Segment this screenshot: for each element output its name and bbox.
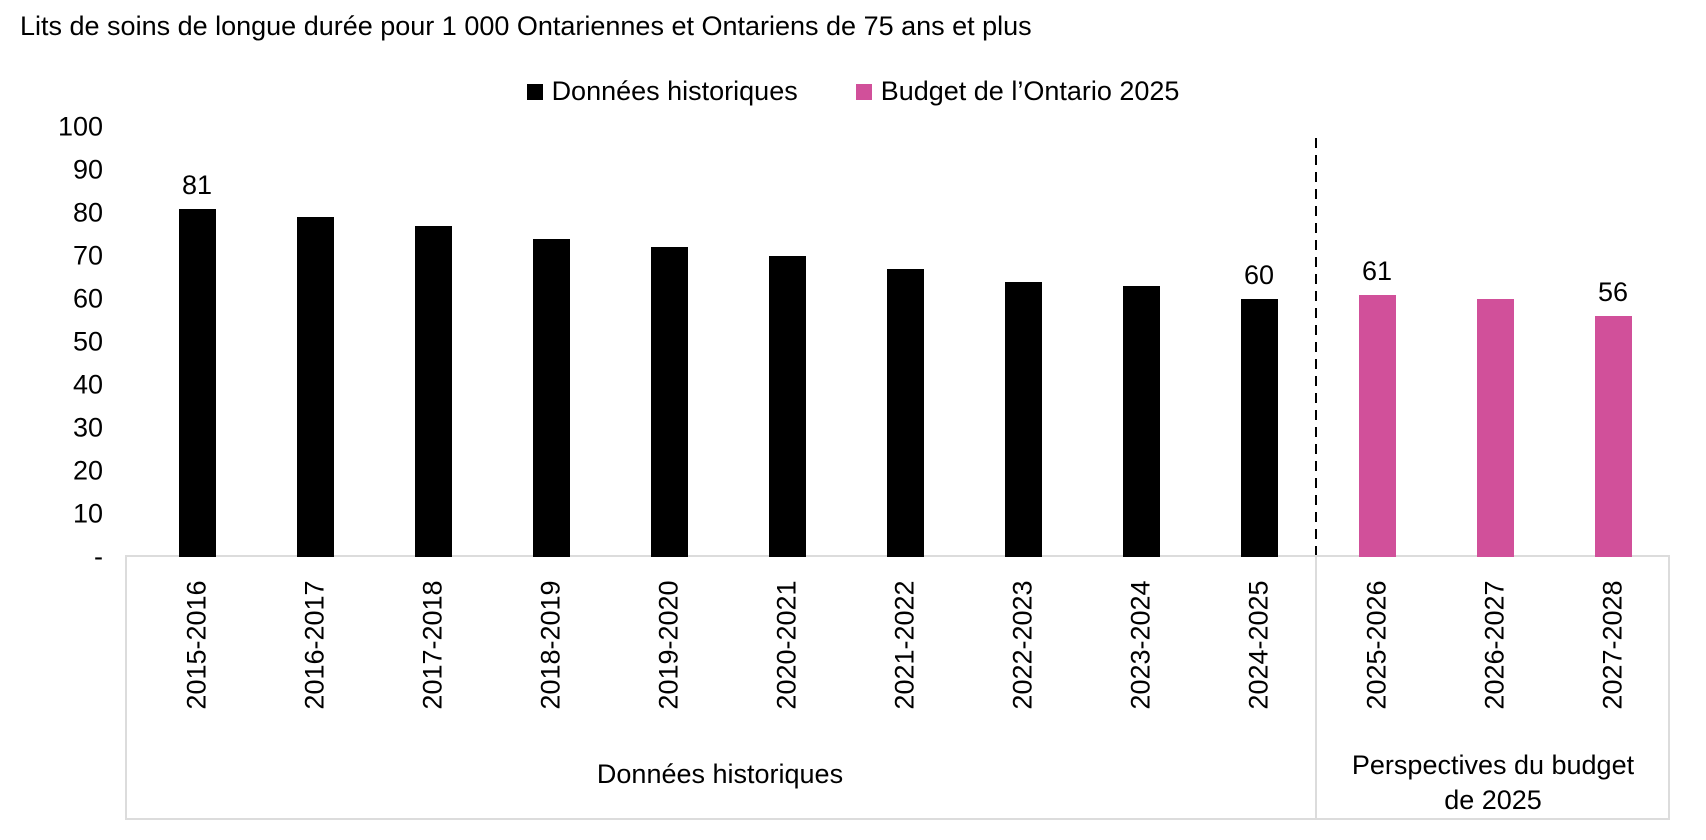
- bar-2021-2022: [886, 269, 924, 557]
- bar-2023-2024: [1122, 286, 1160, 557]
- y-axis-tick-label: 30: [72, 412, 103, 443]
- y-axis-tick-label: 70: [72, 240, 103, 271]
- bar-2024-2025: [1240, 299, 1278, 557]
- x-axis-group-label-budget-outlook: Perspectives du budget de 2025: [1351, 750, 1635, 816]
- bar-2022-2023: [1004, 282, 1042, 557]
- bar-2025-2026: [1358, 295, 1396, 557]
- data-label-2015-2016: 81: [181, 170, 213, 200]
- y-axis-tick-label: 60: [72, 283, 103, 314]
- legend-label-budget: Budget de l’Ontario 2025: [880, 76, 1180, 106]
- x-axis-category-label: 2026-2027: [1479, 580, 1510, 710]
- x-axis-category-label: 2024-2025: [1243, 580, 1274, 710]
- legend-item-budget: Budget de l’Ontario 2025: [855, 76, 1180, 107]
- y-axis-tick-label: -: [94, 541, 103, 572]
- legend: Données historiques Budget de l’Ontario …: [0, 76, 1706, 107]
- x-axis-group-divider: [1315, 555, 1317, 818]
- x-axis-category-label: 2020-2021: [771, 580, 802, 710]
- x-axis-group-label-historical: Données historiques: [596, 759, 844, 789]
- y-axis-tick-label: 90: [72, 154, 103, 185]
- x-axis-category-label: 2016-2017: [299, 580, 330, 710]
- y-axis-tick-label: 20: [72, 455, 103, 486]
- legend-item-historical: Données historiques: [526, 76, 798, 107]
- y-axis-tick-label: 80: [72, 197, 103, 228]
- y-axis-tick-label: 40: [72, 369, 103, 400]
- bar-2026-2027: [1476, 299, 1514, 557]
- x-axis-category-label: 2023-2024: [1125, 580, 1156, 710]
- bar-2017-2018: [414, 226, 452, 557]
- bar-2019-2020: [650, 247, 688, 557]
- x-axis-category-label: 2021-2022: [889, 580, 920, 710]
- x-axis-category-label: 2017-2018: [417, 580, 448, 710]
- x-axis-category-label: 2015-2016: [181, 580, 212, 710]
- y-axis-tick-label: 50: [72, 326, 103, 357]
- x-axis-category-label: 2027-2028: [1597, 580, 1628, 710]
- data-label-2027-2028: 56: [1597, 277, 1629, 307]
- bar-2027-2028: [1594, 316, 1632, 557]
- bar-2018-2019: [532, 239, 570, 557]
- x-axis-category-label: 2018-2019: [535, 580, 566, 710]
- bar-2015-2016: [178, 209, 216, 557]
- legend-label-historical: Données historiques: [551, 76, 798, 106]
- legend-swatch-historical-icon: [526, 83, 543, 100]
- bar-2016-2017: [296, 217, 334, 557]
- x-axis-category-label: 2019-2020: [653, 580, 684, 710]
- x-axis-category-label: 2022-2023: [1007, 580, 1038, 710]
- chart-title: Lits de soins de longue durée pour 1 000…: [20, 11, 1032, 41]
- legend-swatch-budget-icon: [855, 83, 872, 100]
- bar-2020-2021: [768, 256, 806, 557]
- forecast-separator-dashed-line: [1315, 138, 1317, 555]
- data-label-2025-2026: 61: [1361, 256, 1393, 286]
- data-label-2024-2025: 60: [1243, 260, 1275, 290]
- y-axis-tick-label: 10: [72, 498, 103, 529]
- y-axis-tick-label: 100: [57, 111, 103, 142]
- x-axis-category-label: 2025-2026: [1361, 580, 1392, 710]
